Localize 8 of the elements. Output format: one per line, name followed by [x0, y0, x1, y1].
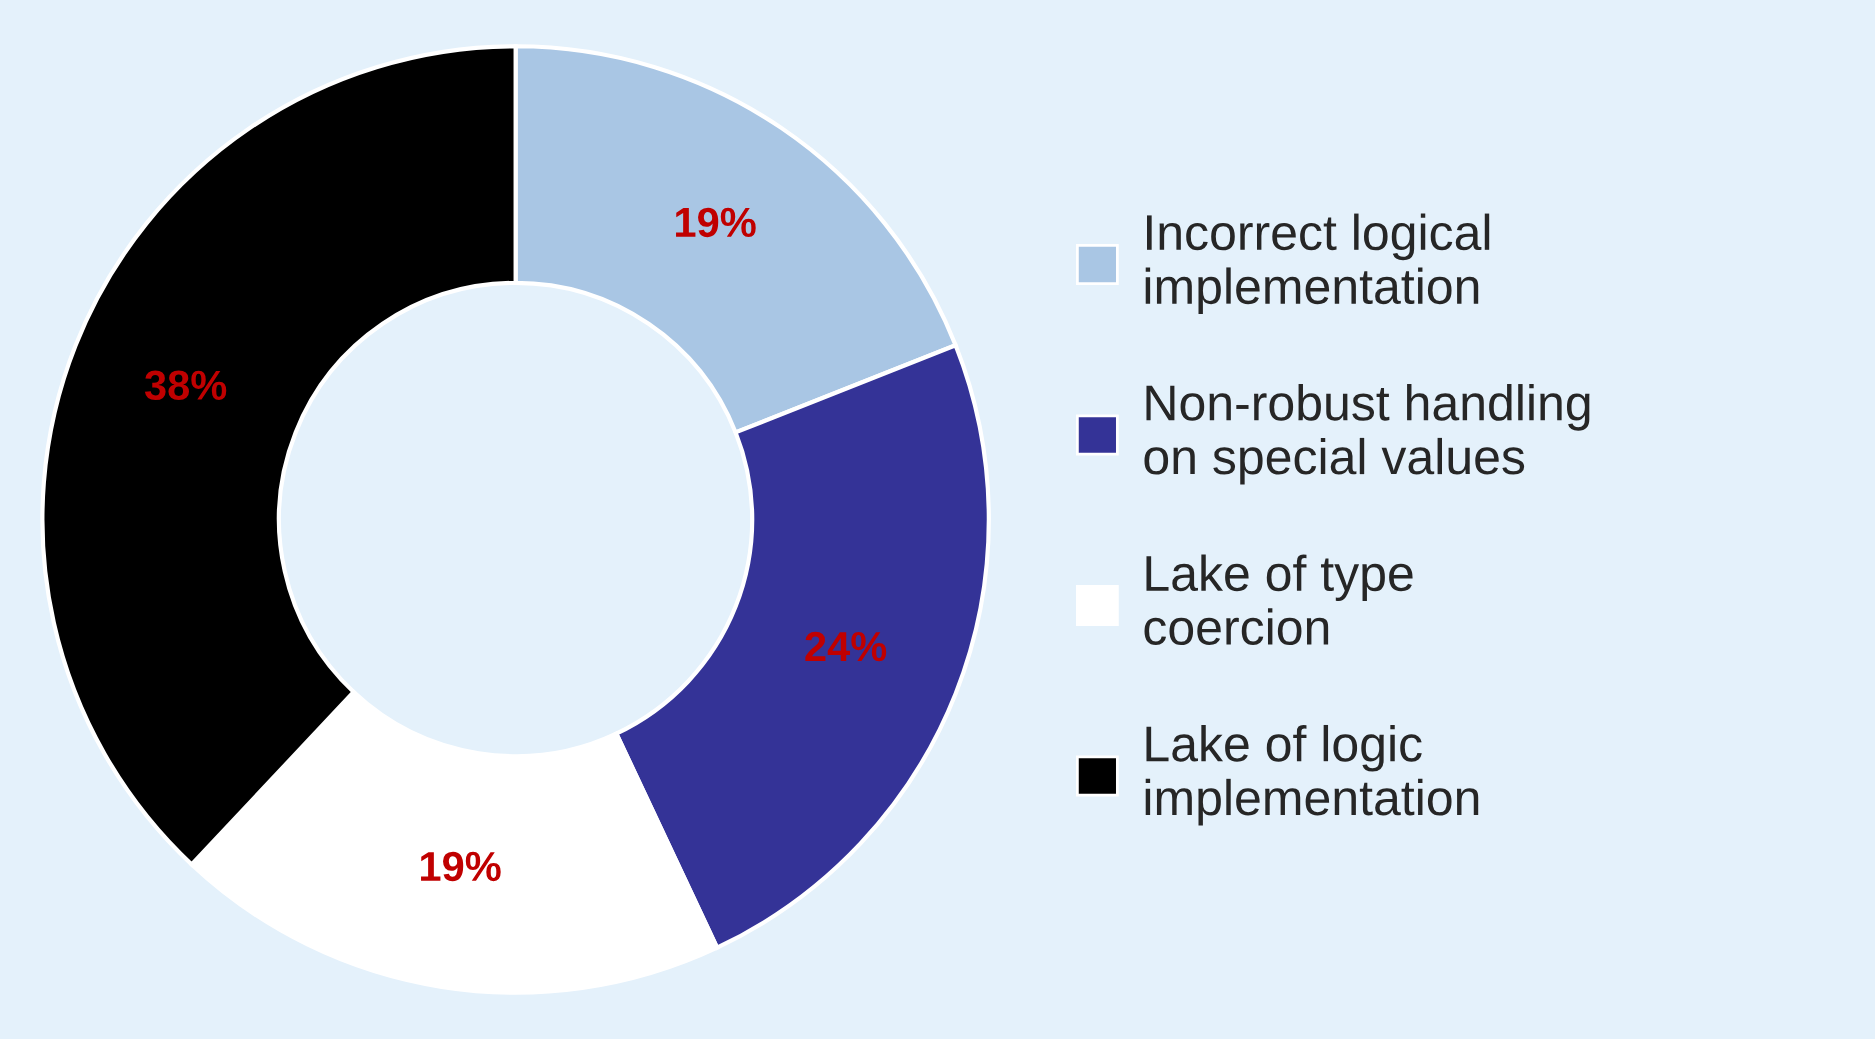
legend-label: Non-robust handling on special values — [1144, 384, 1590, 485]
legend-label: Lake of type coercion — [1144, 554, 1413, 646]
data-label: 19% — [421, 851, 501, 882]
data-label: 24% — [805, 631, 887, 662]
data-label: 19% — [676, 207, 756, 238]
legend-label: Incorrect logical implementation — [1145, 213, 1490, 315]
legend-label: Lake of logic implementation — [1145, 724, 1479, 826]
data-label: 38% — [144, 370, 227, 401]
